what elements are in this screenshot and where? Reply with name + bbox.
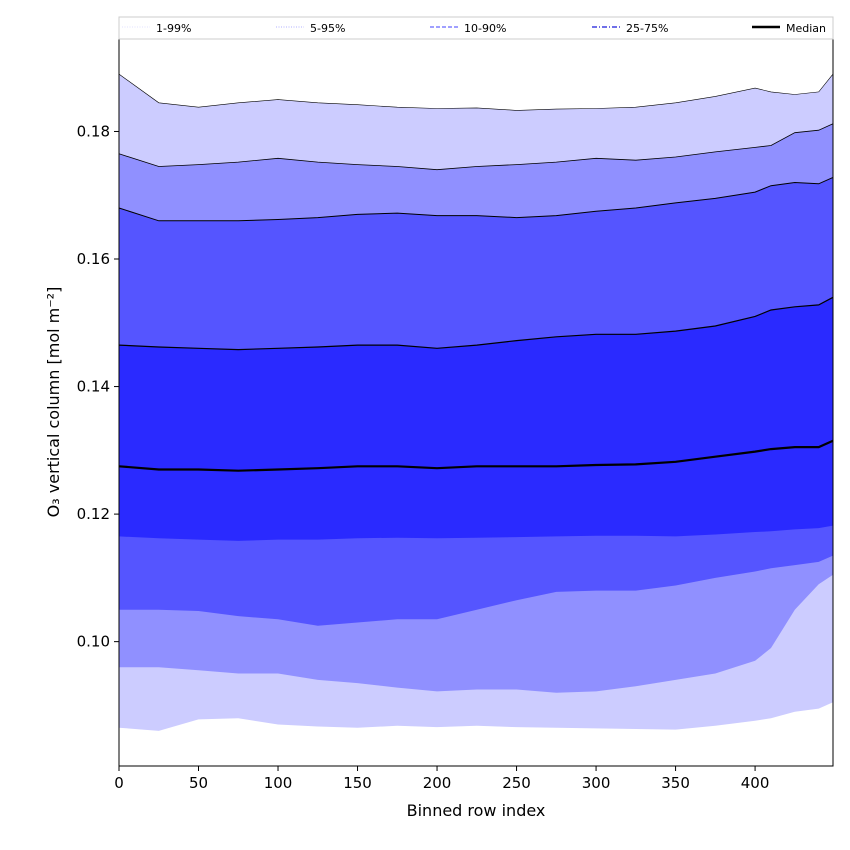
edge-75 [118, 296, 834, 351]
edge-95 [118, 123, 834, 171]
y-axis-label: O₃ vertical column [mol m⁻²] [44, 287, 63, 518]
edge-90 [118, 176, 834, 222]
y-tick-label: 0.16 [77, 250, 110, 268]
y-tick-label: 0.10 [77, 633, 110, 651]
band-25-75 [119, 297, 833, 541]
x-axis-ticks: 0 50 100 150 200 250 300 350 400 [114, 766, 769, 792]
legend-label: 25-75% [626, 22, 668, 35]
x-axis-label: Binned row index [407, 801, 546, 820]
legend: 1-99% 5-95% 10-90% 25-75% Median [118, 16, 834, 40]
x-tick-label: 50 [189, 774, 208, 792]
y-axis-ticks: 0.10 0.12 0.14 0.16 0.18 [77, 122, 119, 651]
y-tick-label: 0.12 [77, 505, 110, 523]
x-tick-label: 250 [502, 774, 531, 792]
legend-box [118, 16, 834, 40]
median-line [118, 439, 834, 472]
x-tick-label: 150 [343, 774, 372, 792]
percentile-bands [119, 74, 833, 731]
x-tick-label: 0 [114, 774, 124, 792]
y-tick-label: 0.18 [77, 122, 110, 140]
band-edge-lines [118, 73, 834, 351]
median-layer [118, 439, 834, 472]
legend-label: 1-99% [156, 22, 191, 35]
x-tick-label: 200 [423, 774, 452, 792]
x-tick-label: 300 [582, 774, 611, 792]
x-tick-label: 100 [264, 774, 293, 792]
y-tick-label: 0.14 [77, 378, 110, 396]
x-tick-label: 400 [741, 774, 770, 792]
legend-label: Median [786, 22, 826, 35]
x-tick-label: 350 [661, 774, 690, 792]
legend-label: 5-95% [310, 22, 345, 35]
legend-label: 10-90% [464, 22, 506, 35]
edge-99 [118, 73, 834, 111]
